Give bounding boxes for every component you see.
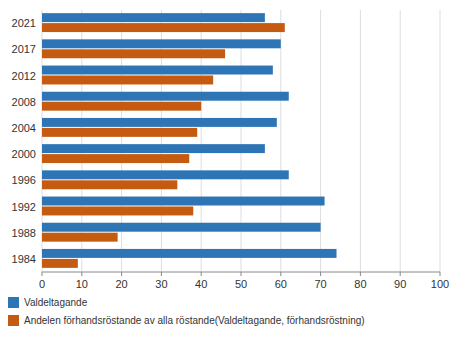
tick-label: 20 <box>115 278 127 290</box>
x-axis-line <box>42 272 440 273</box>
grid-line <box>280 10 281 272</box>
bar <box>42 154 189 163</box>
tick-mark <box>440 272 441 276</box>
category-label: 1988 <box>12 227 36 239</box>
tick-mark <box>42 272 43 276</box>
bar <box>42 23 285 32</box>
bar <box>42 249 337 258</box>
tick-label: 40 <box>195 278 207 290</box>
legend-label: Andelen förhandsröstande av alla röstand… <box>24 315 365 326</box>
category-label: 1996 <box>12 174 36 186</box>
x-axis: 0 10 20 30 40 50 60 70 80 90 100 <box>39 272 449 290</box>
category-label: 1984 <box>12 253 36 265</box>
bar <box>42 39 281 48</box>
category-label: 2021 <box>12 17 36 29</box>
bar <box>42 128 197 137</box>
category-label: 2017 <box>12 43 36 55</box>
chart-container: 0102030405060708090100202120172012200820… <box>0 0 454 340</box>
tick-label: 90 <box>394 278 406 290</box>
bar <box>42 170 289 179</box>
bar <box>42 207 193 216</box>
tick-label: 70 <box>314 278 326 290</box>
tick-mark <box>400 272 401 276</box>
grid-line <box>360 10 361 272</box>
tick-mark <box>121 272 122 276</box>
tick-label: 10 <box>76 278 88 290</box>
category-label: 2000 <box>12 148 36 160</box>
legend: Valdeltagande Andelen förhandsröstande av… <box>8 297 365 326</box>
bar <box>42 92 289 101</box>
bar <box>42 223 321 232</box>
grid <box>42 10 440 272</box>
tick-label: 100 <box>431 278 449 290</box>
tick-mark <box>201 272 202 276</box>
legend-swatch <box>8 297 19 308</box>
y-axis: 2021 2017 2012 2008 2004 2000 1996 1992 1988 1984 <box>12 17 36 265</box>
category-label: 1992 <box>12 201 36 213</box>
category-label: 2004 <box>12 122 36 134</box>
tick-label: 60 <box>275 278 287 290</box>
tick-mark <box>280 272 281 276</box>
bar <box>42 118 277 127</box>
tick-label: 0 <box>39 278 45 290</box>
tick-label: 80 <box>354 278 366 290</box>
tick-mark <box>161 272 162 276</box>
tick-mark <box>360 272 361 276</box>
bar <box>42 49 225 58</box>
bar <box>42 102 201 111</box>
tick-label: 50 <box>235 278 247 290</box>
bar <box>42 180 177 189</box>
bar <box>42 233 118 242</box>
tick-mark <box>320 272 321 276</box>
category-label: 2008 <box>12 96 36 108</box>
chart-svg: 0102030405060708090100202120172012200820… <box>0 0 454 340</box>
bar <box>42 76 213 85</box>
grid-line <box>440 10 441 272</box>
tick-mark <box>81 272 82 276</box>
grid-line <box>241 10 242 272</box>
bar <box>42 197 325 206</box>
tick-label: 30 <box>155 278 167 290</box>
tick-mark <box>241 272 242 276</box>
bar <box>42 259 78 268</box>
legend-swatch <box>8 315 19 326</box>
category-label: 2012 <box>12 70 36 82</box>
bar <box>42 66 273 75</box>
bar <box>42 144 265 153</box>
grid-line <box>320 10 321 272</box>
legend-label: Valdeltagande <box>24 297 88 308</box>
bar <box>42 13 265 22</box>
grid-line <box>400 10 401 272</box>
bars <box>42 13 337 268</box>
